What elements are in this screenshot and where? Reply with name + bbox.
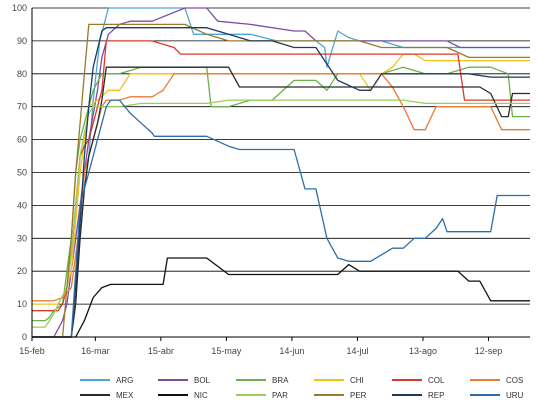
- x-tick-label: 15-may: [211, 346, 242, 356]
- series-line-mex: [32, 66, 530, 338]
- x-tick-label: 14-jul: [346, 346, 368, 356]
- y-tick-label: 40: [17, 200, 27, 210]
- legend: ARG BOL BRA CHI COL COS MEX NIC PAR PER REP URU: [80, 376, 524, 400]
- x-tick-label: 15-abr: [148, 346, 174, 356]
- x-tick-label: 16-mar: [81, 346, 110, 356]
- series-line-per: [32, 23, 530, 338]
- legend-item-nic: NIC: [158, 391, 208, 400]
- legend-item-uru: URU: [470, 391, 524, 400]
- legend-label: PAR: [272, 391, 288, 400]
- legend-label: CHI: [350, 376, 364, 385]
- legend-item-cos: COS: [470, 376, 523, 385]
- y-tick-label: 10: [17, 299, 27, 309]
- legend-item-per: PER: [314, 391, 367, 400]
- legend-label: PER: [350, 391, 367, 400]
- legend-label: URU: [506, 391, 524, 400]
- legend-item-chi: CHI: [314, 376, 364, 385]
- series-lines: [32, 7, 530, 338]
- y-tick-label: 100: [12, 3, 27, 13]
- y-tick-label: 0: [22, 332, 27, 342]
- legend-label: BOL: [194, 376, 211, 385]
- grid-lines: [32, 7, 530, 305]
- y-tick-label: 70: [17, 102, 27, 112]
- legend-label: BRA: [272, 376, 289, 385]
- y-tick-label: 20: [17, 266, 27, 276]
- x-tick-label: 12-sep: [475, 346, 503, 356]
- series-line-cos: [32, 73, 530, 302]
- legend-label: NIC: [194, 391, 208, 400]
- y-tick-label: 80: [17, 69, 27, 79]
- legend-label: MEX: [116, 391, 134, 400]
- y-tick-label: 30: [17, 233, 27, 243]
- series-line-bol: [32, 7, 530, 338]
- legend-item-mex: MEX: [80, 391, 134, 400]
- series-line-rep: [32, 27, 530, 338]
- legend-label: REP: [428, 391, 444, 400]
- series-line-uru: [32, 99, 530, 338]
- legend-item-bol: BOL: [158, 376, 211, 385]
- legend-item-col: COL: [392, 376, 445, 385]
- axes: [31, 8, 530, 341]
- y-tick-label: 50: [17, 168, 27, 178]
- y-tick-label: 60: [17, 135, 27, 145]
- legend-label: COS: [506, 376, 523, 385]
- x-tick-label: 14-jun: [279, 346, 304, 356]
- x-tick-label: 13-ago: [409, 346, 437, 356]
- tick-labels: 0 10 20 30 40 50 60 70 80 90 100 15-feb 16-mar 15-abr…: [12, 3, 502, 356]
- legend-label: ARG: [116, 376, 133, 385]
- legend-item-bra: BRA: [236, 376, 289, 385]
- series-line-nic: [32, 257, 530, 338]
- legend-item-arg: ARG: [80, 376, 133, 385]
- series-line-par: [32, 99, 530, 328]
- x-tick-label: 15-feb: [19, 346, 45, 356]
- legend-item-par: PAR: [236, 391, 288, 400]
- y-tick-label: 90: [17, 36, 27, 46]
- legend-item-rep: REP: [392, 391, 444, 400]
- legend-label: COL: [428, 376, 445, 385]
- series-line-col: [32, 40, 530, 312]
